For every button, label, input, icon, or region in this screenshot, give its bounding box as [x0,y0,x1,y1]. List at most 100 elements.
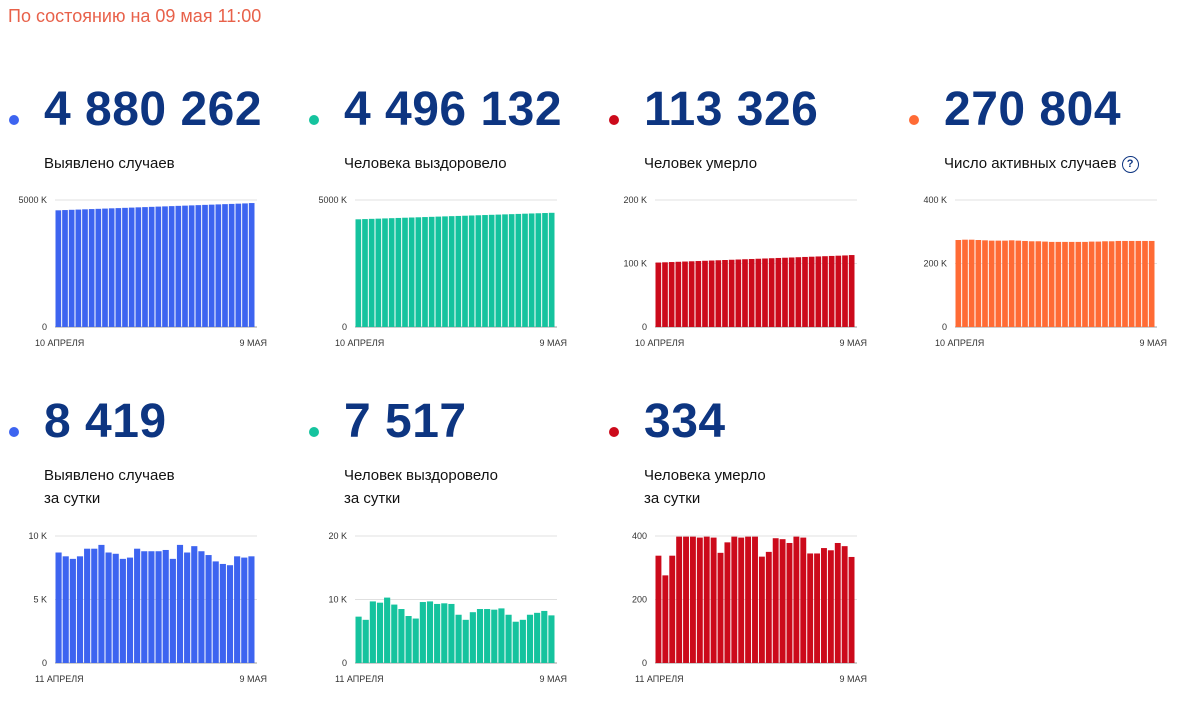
bar [128,207,135,327]
series-dot [9,427,19,437]
bar [162,206,168,327]
bar [455,215,462,327]
bar [814,553,821,663]
bar [702,260,708,327]
stat-label: Выявлено случаев [44,152,175,175]
bar [362,219,368,327]
y-tick-label: 100 K [623,259,647,269]
bar [242,203,248,327]
bar [717,552,724,663]
bar [1048,241,1055,327]
bar [355,616,362,663]
bar [468,215,475,327]
bar [235,203,242,327]
bar [779,539,786,663]
bar [222,204,228,327]
bar [391,604,398,663]
bar [248,203,255,327]
bar [710,537,717,663]
bar [962,239,968,327]
bar [95,208,102,327]
stat-value: 113 326 [644,83,819,136]
bar [482,215,488,327]
series-dot [9,115,19,125]
bar [355,219,362,327]
y-tick-label: 5 K [33,595,47,605]
bar [522,213,528,327]
bar [668,262,675,327]
bar [119,558,126,663]
bar [62,210,68,327]
bar [368,218,375,327]
x-start-label: 11 АПРЕЛЯ [335,674,384,684]
bar [191,546,198,663]
stat-label-line1: Число активных случаев [944,155,1117,172]
bar [548,615,555,663]
bar [102,208,108,327]
bar [541,610,548,663]
bar [419,602,426,663]
bar [1015,240,1022,327]
bar [469,612,476,663]
bar [1008,240,1015,327]
bar [1148,240,1155,327]
bar [695,261,702,327]
x-end-label: 9 МАЯ [1139,338,1167,348]
bar [508,214,515,327]
bar [462,215,468,327]
stat-card: 7 517 Человек выздоровело за сутки 0 10 K 20 … [307,388,597,708]
bar [448,603,455,663]
bar [141,551,148,663]
bar [184,552,191,663]
help-icon[interactable]: ? [1121,156,1139,173]
bar [722,260,728,327]
x-end-label: 9 МАЯ [839,674,867,684]
bar-chart: 0 100 K 200 K 10 АПРЕЛЯ 9 МАЯ [623,195,867,348]
x-start-label: 10 АПРЕЛЯ [935,338,984,348]
bar [155,551,162,663]
bar [505,614,512,663]
bar [205,555,212,663]
bar [226,565,234,663]
bar [807,553,814,663]
stat-label-line2: за сутки [44,490,101,507]
stat-label-line1: Выявлено случаев [44,155,175,172]
y-tick-label: 400 [632,531,647,541]
bar [724,542,731,663]
bar [55,552,62,663]
y-tick-label: 5000 K [18,195,47,205]
bar [376,602,384,663]
bar [748,258,755,327]
bar [808,256,815,327]
bar [675,261,682,327]
bar [375,218,382,327]
bar [526,614,534,663]
bar [1055,241,1062,327]
y-tick-label: 5000 K [318,195,347,205]
bar [169,558,176,663]
bar [91,548,98,663]
bar [219,563,226,663]
bar [689,536,696,663]
bar [69,558,76,663]
bar [688,261,695,327]
x-start-label: 11 АПРЕЛЯ [635,674,684,684]
bar-chart: 0 200 K 400 K 10 АПРЕЛЯ 9 МАЯ [923,195,1167,348]
bar [512,621,519,663]
bar [134,548,141,663]
stat-card: 4 880 262 Выявлено случаев 0 5000 K 10 АПРЕЛ… [7,76,297,396]
bar [384,597,391,663]
bar [215,204,222,327]
bar [115,208,122,327]
bar [1122,240,1128,327]
bar [1062,241,1068,327]
bar [98,544,105,663]
bar [1002,240,1008,327]
bar [758,556,765,663]
stat-value: 334 [644,395,726,448]
bar [786,542,793,663]
bar [1108,241,1115,327]
bar [182,205,188,327]
x-end-label: 9 МАЯ [239,674,267,684]
series-dot [309,115,319,125]
